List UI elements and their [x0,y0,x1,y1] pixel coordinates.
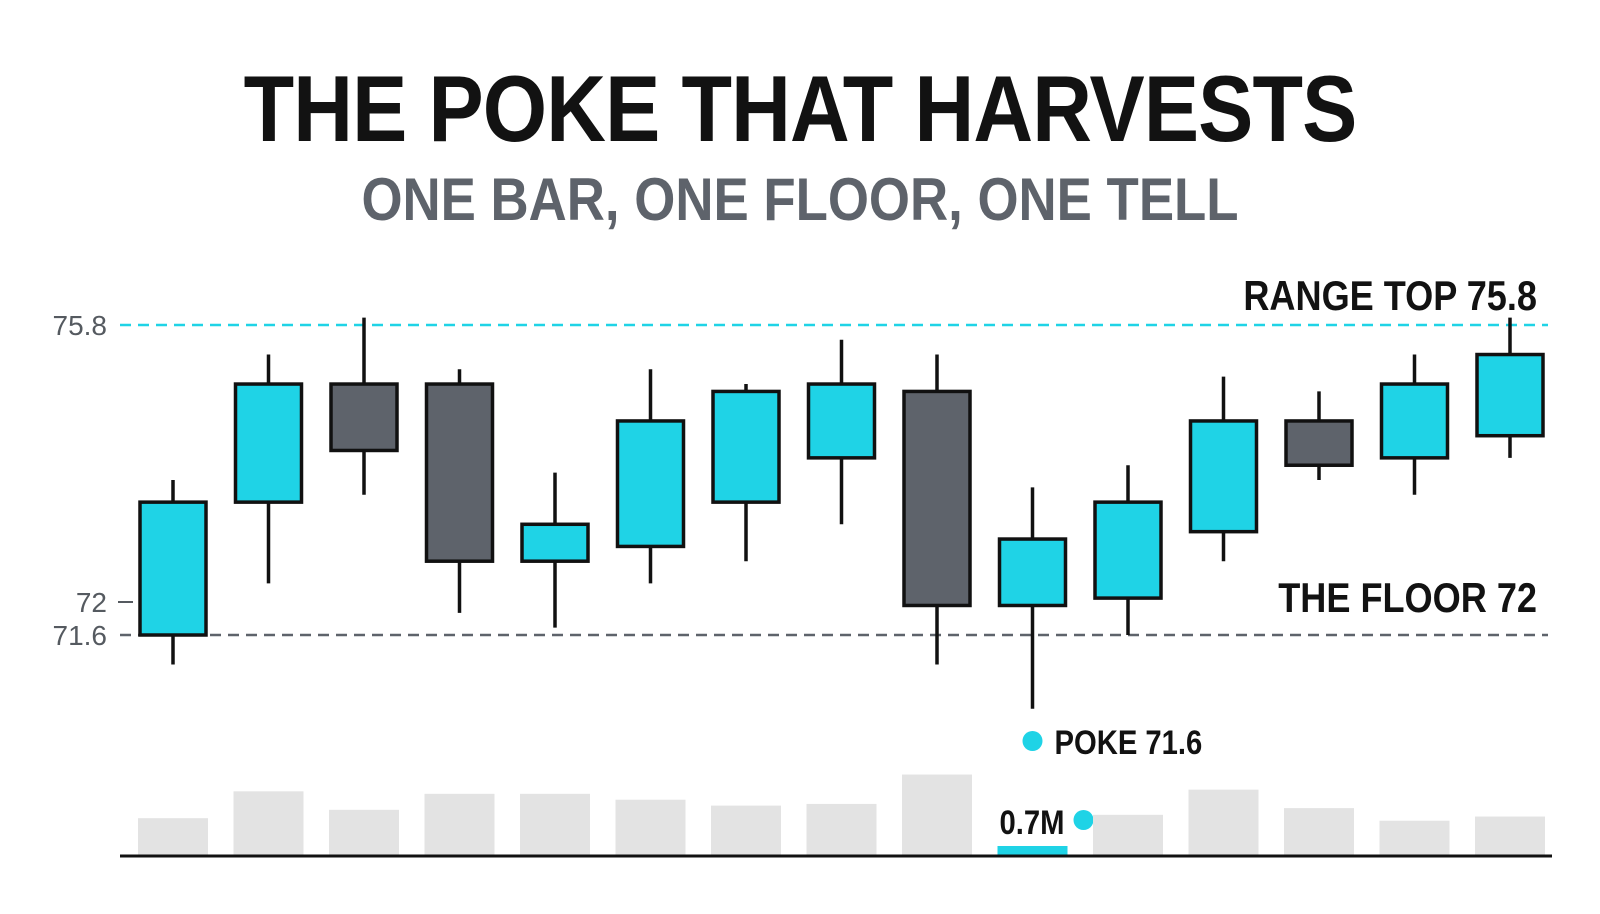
volume-bar [902,774,972,856]
candle-body [806,382,877,460]
candle-body [1284,419,1354,467]
chart-title: THE POKE THAT HARVESTS [243,56,1358,161]
floor-label: THE FLOOR 72 [1278,576,1537,622]
volume-bar [806,803,877,856]
y-tick-label: 75.8 [53,310,108,341]
volume-marker-dot [1073,810,1094,830]
candle-body [138,500,208,637]
volume-bar [1188,789,1259,856]
candle-body [902,389,972,608]
volume-bar [1284,808,1354,856]
candle-body [1093,500,1163,600]
candle-body [329,382,399,453]
volume-bar [233,791,304,856]
poke-label: POKE 71.6 [1055,723,1203,762]
chart-subtitle: ONE BAR, ONE FLOOR, ONE TELL [361,166,1239,233]
volume-bar [1475,816,1545,856]
volume-bar-highlight [997,846,1068,856]
y-tick-label: 72 [76,587,107,618]
y-tick-label: 71.6 [53,620,108,651]
candle-body [615,419,686,549]
candle-body [1379,382,1450,460]
candle-body [520,522,590,563]
volume-bar [520,793,590,856]
volume-bar [329,809,399,856]
candle-body [711,389,781,504]
candle-body [997,537,1068,608]
candle-body [1475,352,1545,438]
candle-body [424,382,495,563]
volume-bar [1379,820,1450,856]
poke-marker-dot [1022,731,1043,751]
candle-body [1188,419,1259,534]
candle-body [233,382,304,504]
volume-bar [711,805,781,856]
range-top-label: RANGE TOP 75.8 [1243,274,1537,320]
volume-label: 0.7M [1000,803,1065,842]
volume-bar [615,799,686,856]
volume-bar [1093,814,1163,856]
volume-bar [424,793,495,856]
volume-bar [138,818,208,856]
